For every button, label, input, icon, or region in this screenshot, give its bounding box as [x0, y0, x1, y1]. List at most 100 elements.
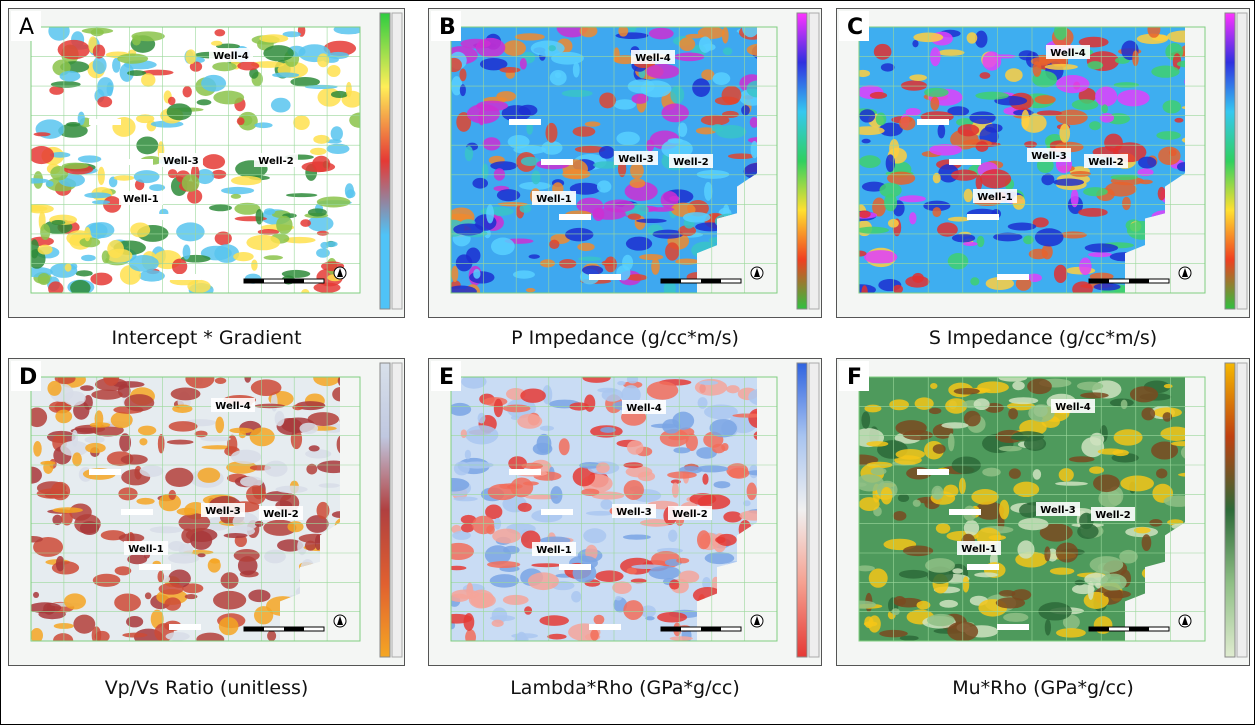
map-blob: [979, 72, 990, 79]
map-blob: [668, 530, 677, 542]
map-blob: [465, 425, 498, 444]
map-blob: [300, 423, 318, 434]
map-blob: [712, 444, 725, 454]
map-blob: [596, 462, 610, 473]
map-blob: [562, 90, 593, 97]
map-blob: [317, 196, 351, 207]
map-blob: [158, 434, 165, 453]
map-blob: [581, 489, 599, 496]
map-blob: [937, 222, 958, 236]
map-blob: [72, 452, 82, 466]
map-blob: [271, 393, 278, 411]
map-blob: [47, 381, 61, 396]
map-blob: [974, 572, 998, 577]
map-blob: [1087, 61, 1103, 69]
map-blob: [592, 208, 604, 221]
panel-caption: Lambda*Rho (GPa*g/cc): [428, 677, 822, 699]
marker: [967, 214, 999, 220]
map-blob: [1117, 90, 1150, 107]
marker: [121, 159, 153, 165]
map-blob: [899, 195, 926, 202]
well-label: Well-1: [977, 192, 1012, 203]
panel-letter: B: [439, 15, 456, 40]
map-blob: [503, 405, 531, 413]
map-blob: [275, 486, 307, 494]
map-blob: [1138, 157, 1156, 169]
well-label: Well-2: [1095, 510, 1130, 521]
map-blob: [600, 427, 616, 433]
map-blob: [213, 91, 244, 105]
map-blob: [248, 589, 270, 602]
map-blob: [1045, 64, 1078, 70]
panel-caption: S Impedance (g/cc*m/s): [836, 327, 1250, 349]
map-blob: [33, 592, 39, 598]
map-blob: [1134, 527, 1151, 533]
well-label: Well-3: [205, 506, 240, 517]
marker: [589, 624, 621, 630]
well-label: Well-1: [123, 194, 158, 205]
map-blob: [231, 194, 241, 199]
map-blob: [1142, 534, 1152, 551]
map-blob: [476, 101, 508, 112]
map-blob: [491, 238, 515, 256]
map-blob: [176, 222, 205, 241]
map-blob: [466, 247, 480, 263]
map-blob: [1041, 174, 1054, 186]
map-blob: [881, 63, 895, 71]
map-blob: [518, 503, 532, 512]
marker: [89, 119, 121, 125]
map-svg: EWell-4Well-3Well-2Well-1: [429, 359, 821, 665]
map-blob: [649, 28, 674, 39]
well-label: Well-3: [1031, 151, 1066, 162]
map-blob: [130, 222, 150, 237]
map-blob: [520, 388, 546, 402]
map-blob: [256, 209, 264, 225]
map-blob: [492, 620, 504, 627]
map-blob: [1093, 474, 1120, 492]
map-blob: [1060, 231, 1087, 238]
well-label: Well-3: [616, 507, 651, 518]
map-blob: [183, 86, 192, 97]
map-blob: [1037, 110, 1062, 115]
color-bar-scale: [392, 363, 402, 657]
map-blob: [559, 438, 570, 455]
map-blob: [461, 429, 467, 438]
map-blob: [667, 471, 697, 478]
map-blob: [747, 483, 757, 501]
map-blob: [604, 257, 617, 273]
map-panel: CWell-4Well-3Well-2Well-1: [836, 8, 1250, 318]
map-panel: FWell-4Well-3Well-2Well-1: [836, 358, 1250, 666]
well-label: Well-4: [213, 51, 248, 62]
marker: [121, 509, 153, 515]
map-blob: [472, 178, 488, 189]
map-blob: [675, 258, 698, 264]
map-blob: [90, 422, 110, 427]
map-blob: [317, 502, 330, 519]
map-blob: [669, 580, 680, 590]
map-blob: [526, 288, 535, 292]
map-blob: [463, 613, 474, 631]
map-blob: [107, 240, 124, 258]
map-blob: [1090, 556, 1124, 573]
map-blob: [254, 404, 284, 409]
map-blob: [40, 224, 50, 240]
map-blob: [452, 590, 480, 599]
map-blob: [924, 88, 949, 97]
map-svg: BWell-4Well-3Well-2Well-1: [429, 9, 821, 317]
map-blob: [126, 616, 143, 627]
map-blob: [276, 216, 292, 234]
map-blob: [461, 523, 474, 532]
map-blob: [701, 115, 730, 126]
map-blob: [60, 71, 81, 82]
map-blob: [78, 155, 101, 162]
map-blob: [118, 487, 137, 500]
map-blob: [346, 82, 352, 97]
map-blob: [881, 487, 893, 505]
map-blob: [246, 235, 280, 250]
panel-letter: E: [439, 365, 454, 390]
map-blob: [503, 40, 526, 56]
map-blob: [210, 559, 220, 564]
map-blob: [1080, 392, 1109, 398]
map-blob: [127, 554, 147, 564]
map-blob: [903, 546, 933, 557]
